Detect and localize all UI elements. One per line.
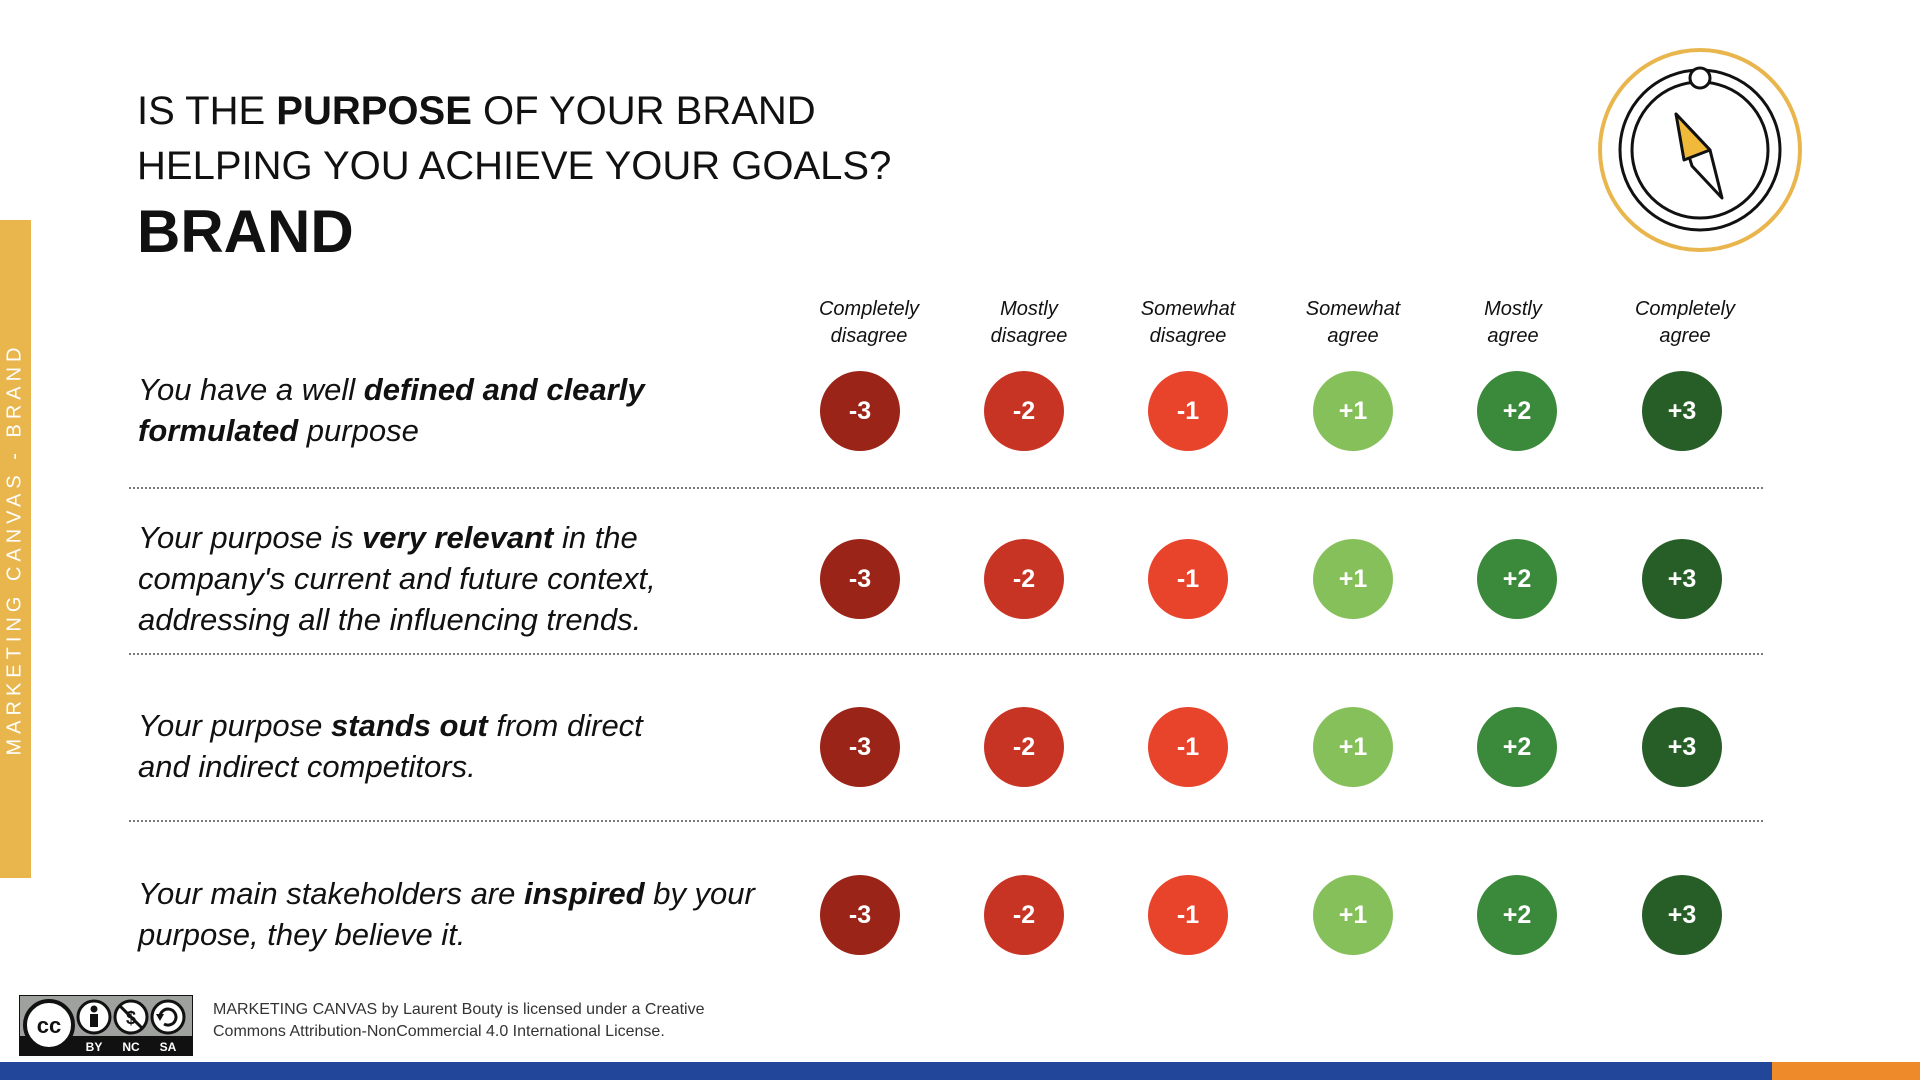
rating-button-row3-minus3[interactable]: -3: [820, 707, 900, 787]
statement-2: Your purpose is very relevant in the comp…: [138, 520, 656, 637]
svg-text:SA: SA: [160, 1040, 177, 1054]
rating-button-row2-minus1[interactable]: -1: [1148, 539, 1228, 619]
rating-button-row4-plus1[interactable]: +1: [1313, 875, 1393, 955]
scale-header-plus1: Somewhat agree: [1305, 298, 1401, 347]
compass-icon: [1598, 48, 1802, 252]
footer-bar: [0, 1062, 1772, 1080]
rating-button-row4-plus3[interactable]: +3: [1642, 875, 1722, 955]
rating-button-row1-plus3[interactable]: +3: [1642, 371, 1722, 451]
scale-header-minus3: Completely disagree: [818, 298, 920, 347]
rating-button-row1-plus1[interactable]: +1: [1313, 371, 1393, 451]
rating-button-row2-minus3[interactable]: -3: [820, 539, 900, 619]
rating-button-row1-plus2[interactable]: +2: [1477, 371, 1557, 451]
footer-accent: [1772, 1062, 1920, 1080]
rating-button-row3-plus3[interactable]: +3: [1642, 707, 1722, 787]
statement-3: Your purpose stands out from direct and i…: [138, 708, 643, 784]
rating-button-row1-minus1[interactable]: -1: [1148, 371, 1228, 451]
rating-button-row1-minus2[interactable]: -2: [984, 371, 1064, 451]
row-divider: [129, 820, 1763, 822]
rating-button-row3-minus1[interactable]: -1: [1148, 707, 1228, 787]
svg-text:NC: NC: [122, 1040, 140, 1054]
rating-button-row4-plus2[interactable]: +2: [1477, 875, 1557, 955]
rating-button-row3-minus2[interactable]: -2: [984, 707, 1064, 787]
rating-button-row3-plus2[interactable]: +2: [1477, 707, 1557, 787]
cc-license-badge: cc $ BY NC SA: [19, 995, 193, 1056]
statement-1: You have a well defined and clearly formu…: [138, 372, 645, 448]
side-accent-bar: [0, 220, 31, 878]
side-label: MARKETING CANVAS - BRAND: [3, 342, 26, 756]
scale-header-minus2: Mostly disagree: [990, 298, 1068, 347]
rating-button-row1-minus3[interactable]: -3: [820, 371, 900, 451]
rating-button-row2-plus3[interactable]: +3: [1642, 539, 1722, 619]
page-title: BRAND: [137, 198, 354, 265]
page-heading: IS THE PURPOSE OF YOUR BRAND HELPING YOU…: [137, 84, 891, 266]
svg-text:BY: BY: [86, 1040, 103, 1054]
rating-button-row4-minus2[interactable]: -2: [984, 875, 1064, 955]
svg-text:cc: cc: [37, 1013, 61, 1038]
rating-button-row4-minus3[interactable]: -3: [820, 875, 900, 955]
rating-button-row3-plus1[interactable]: +1: [1313, 707, 1393, 787]
rating-button-row4-minus1[interactable]: -1: [1148, 875, 1228, 955]
license-text: MARKETING CANVAS by Laurent Bouty is lic…: [213, 1001, 705, 1040]
scale-header-minus1: Somewhat disagree: [1140, 298, 1236, 347]
question-text: IS THE PURPOSE OF YOUR BRAND HELPING YOU…: [137, 89, 892, 188]
statement-4: Your main stakeholders are inspired by y…: [138, 876, 755, 952]
rating-button-row2-minus2[interactable]: -2: [984, 539, 1064, 619]
row-divider: [129, 653, 1763, 655]
row-divider: [129, 487, 1763, 489]
scale-header-plus2: Mostly agree: [1484, 298, 1542, 347]
rating-button-row2-plus2[interactable]: +2: [1477, 539, 1557, 619]
scale-header-plus3: Completely agree: [1634, 298, 1736, 347]
rating-button-row2-plus1[interactable]: +1: [1313, 539, 1393, 619]
